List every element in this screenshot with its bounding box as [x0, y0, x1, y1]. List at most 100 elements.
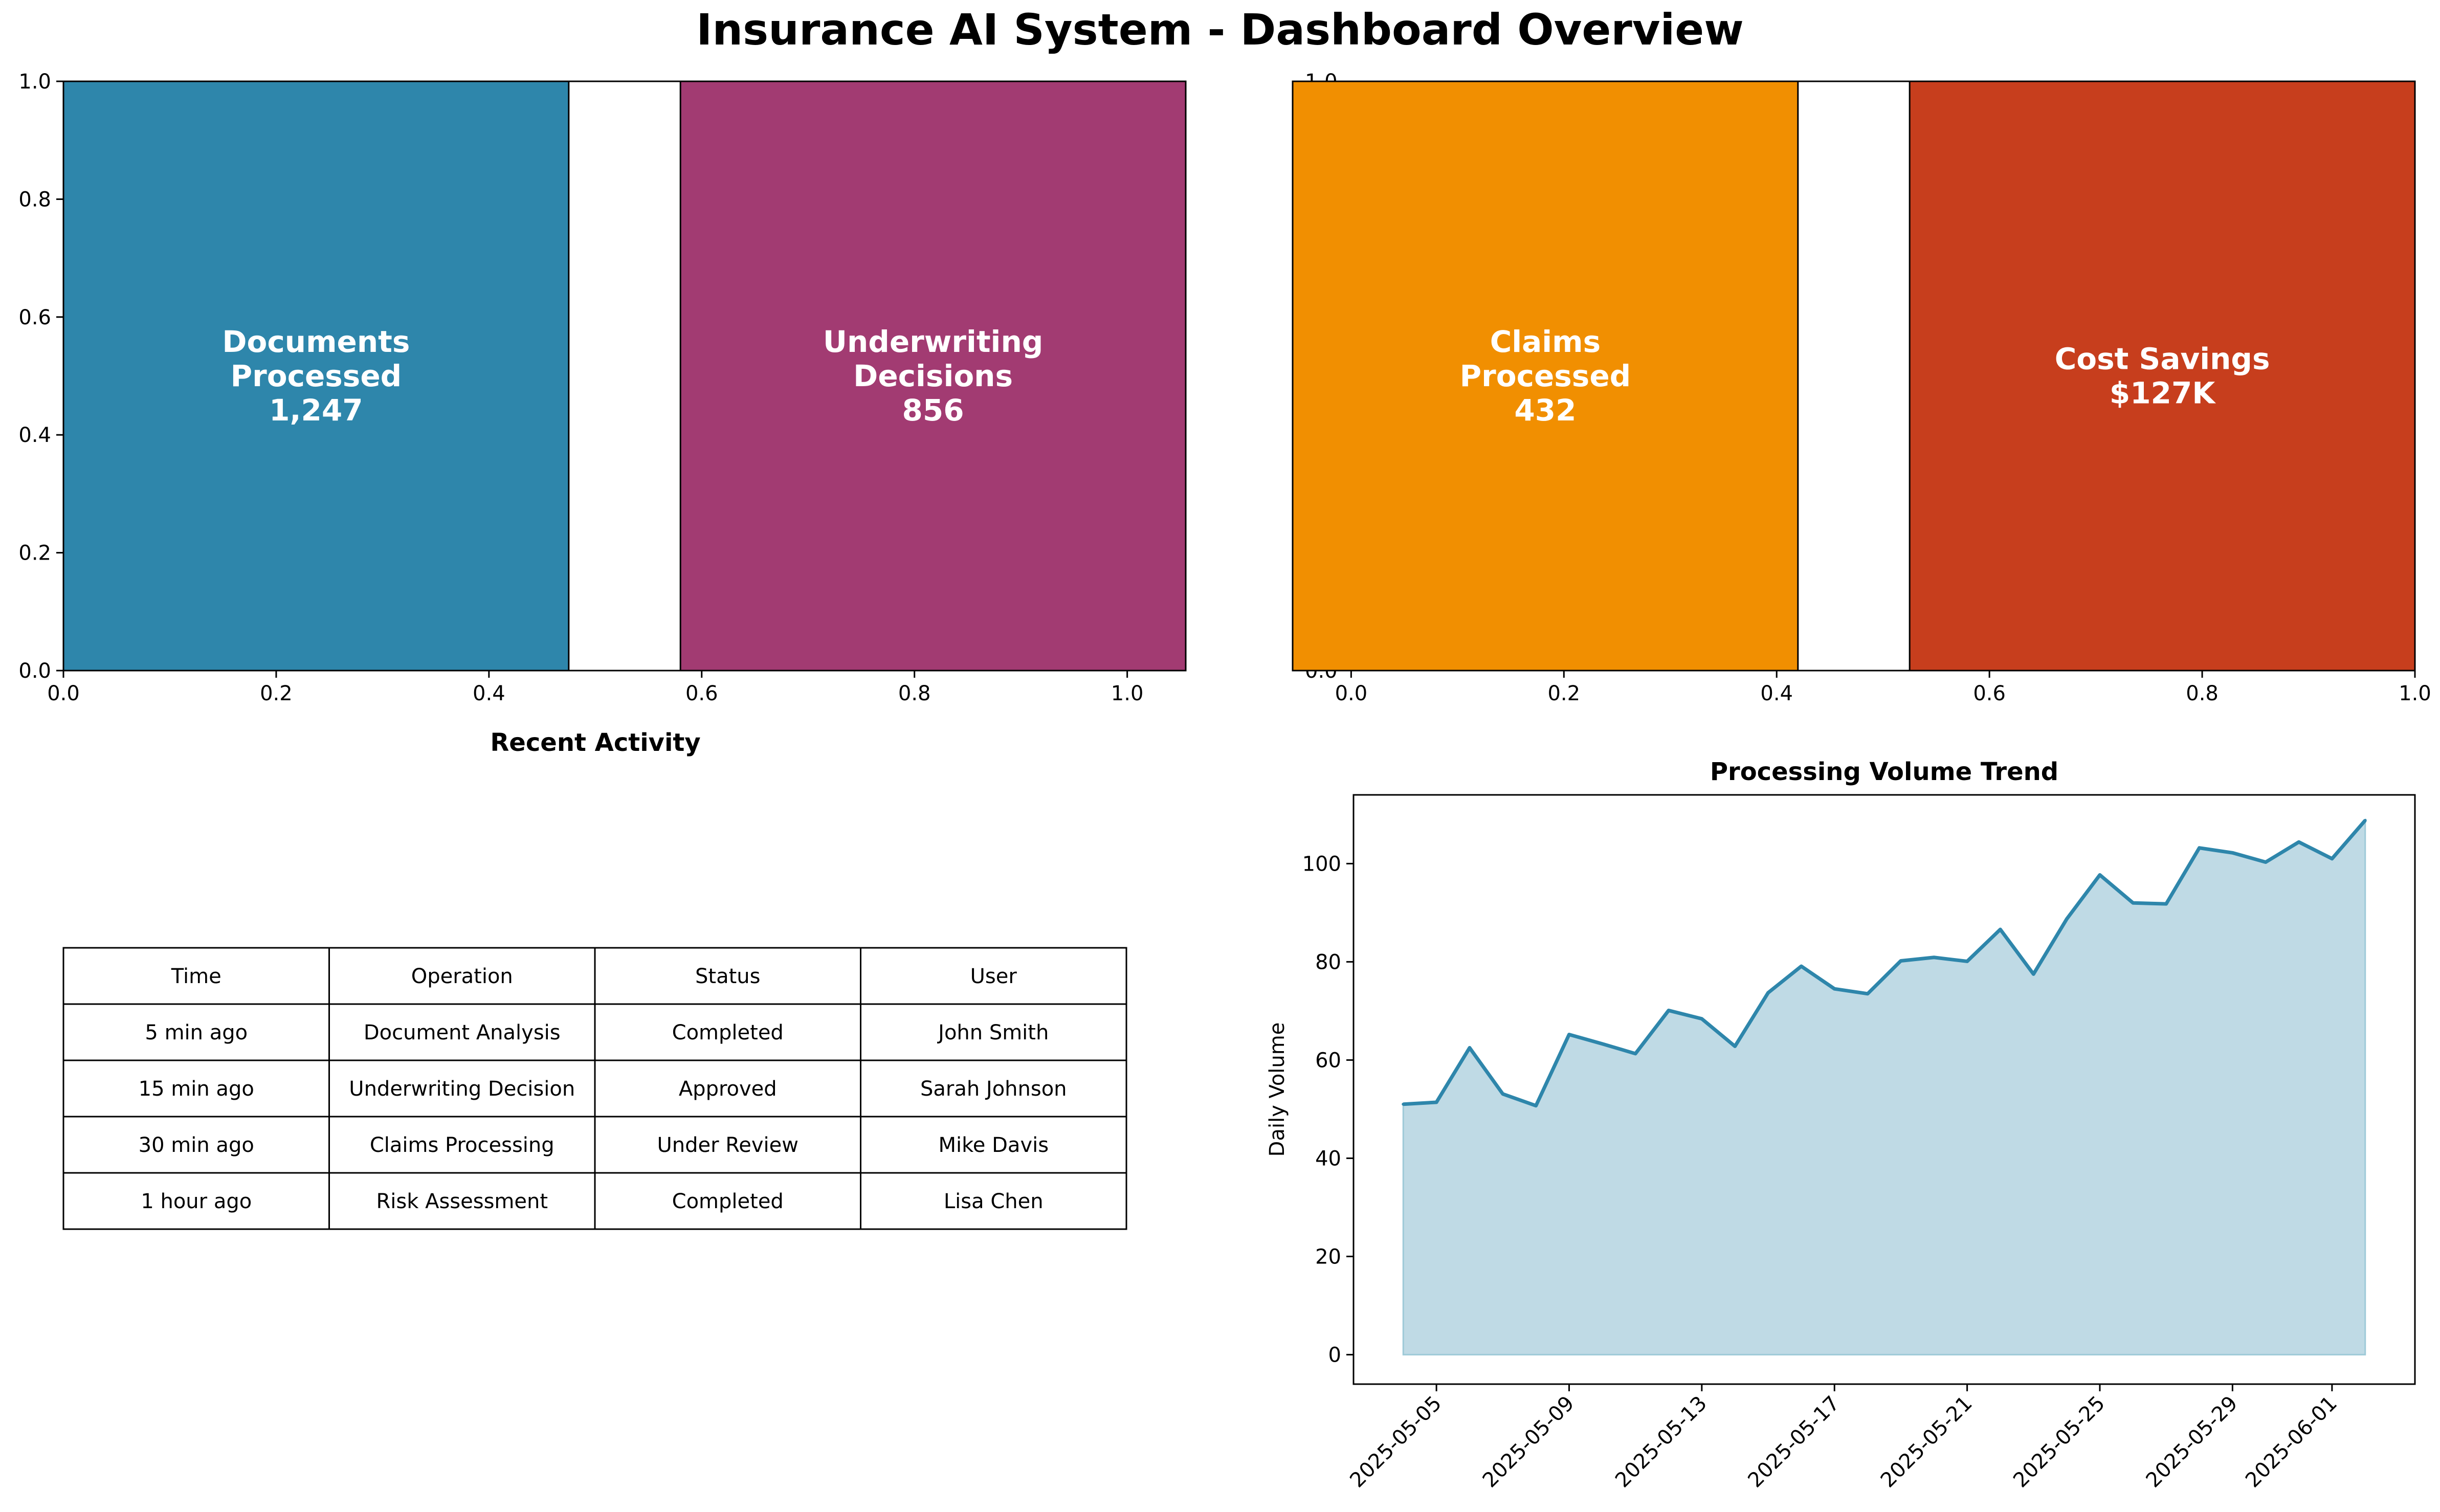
- table-cell: [594, 1059, 861, 1118]
- metrics-left-ytick-label: 0.0: [18, 659, 51, 683]
- table-cell-text: Lisa Chen: [944, 1190, 1044, 1213]
- metrics-left-bar-1: [679, 80, 1187, 672]
- trend-title: Processing Volume Trend: [1710, 758, 2058, 786]
- trend-xtick-label: 2025-05-21: [1876, 1392, 1977, 1493]
- table-cell-text: Completed: [672, 1021, 784, 1044]
- trend-point: [1634, 1052, 1637, 1055]
- table-cell: [328, 1003, 596, 1061]
- table-row: 1 hour ago Risk Assessment Completed Lisa C…: [62, 1172, 1127, 1230]
- metrics-left-bar-1-label: Decisions: [853, 359, 1013, 393]
- trend-point: [1733, 1044, 1737, 1048]
- trend-point: [1402, 1102, 1405, 1106]
- table-cell-text: 30 min ago: [139, 1133, 254, 1157]
- table-cell-text: Sarah Johnson: [920, 1077, 1067, 1101]
- trend-xtick-label: 2025-05-05: [1345, 1392, 1446, 1493]
- trend-xtick-label: 2025-05-09: [1478, 1392, 1579, 1493]
- table-cell: [62, 1172, 330, 1230]
- table-cell-text: 15 min ago: [139, 1077, 254, 1101]
- trend-ytick-label: 20: [1315, 1245, 1341, 1269]
- processing-volume-trend-panel: Processing Volume Trend 0 20 40 60 80 100 Daily…: [1266, 758, 2416, 1493]
- table-cell-text: 5 min ago: [145, 1021, 248, 1044]
- trend-point: [1999, 928, 2002, 931]
- table-row: 15 min ago Underwriting Decision Approved S…: [62, 1059, 1127, 1118]
- table-cell: [594, 1003, 861, 1061]
- metrics-left-xtick-label: 0.8: [898, 682, 931, 705]
- metrics-left-xtick-label: 1.0: [1111, 682, 1144, 705]
- metrics-left-ytick-label: 0.2: [18, 542, 51, 565]
- trend-line: [1403, 819, 2367, 1108]
- metrics-right-xtick-label: 0.8: [2186, 682, 2219, 705]
- trend-point: [1833, 987, 1836, 991]
- trend-point: [1567, 1033, 1571, 1036]
- table-cell: [860, 1059, 1127, 1118]
- metrics-right-frame: [1292, 80, 2416, 672]
- trend-point: [1766, 991, 1770, 994]
- metrics-right-xtick-label: 1.0: [2399, 682, 2431, 705]
- trend-xtick-label: 2025-05-25: [2009, 1392, 2110, 1493]
- trend-ytick-label: 0: [1328, 1343, 1341, 1367]
- trend-xtick-label: 2025-05-29: [2142, 1392, 2243, 1493]
- metrics-left-ytick-label: 1.0: [18, 70, 51, 94]
- table-cell: [328, 1059, 596, 1118]
- metrics-right-bar-1-label: Cost Savings: [2055, 342, 2270, 376]
- metrics-right-bar-0-label: 432: [1514, 393, 1576, 428]
- metrics-left-bar-1-label: 856: [902, 393, 964, 428]
- trend-point: [2297, 840, 2301, 844]
- trend-ytick-label: 80: [1315, 950, 1341, 974]
- table-cell-text: Risk Assessment: [376, 1190, 548, 1213]
- metrics-left-frame: [62, 80, 1187, 672]
- table-cell: [860, 1116, 1127, 1174]
- table-cell: [594, 1172, 861, 1230]
- metrics-left-ytick-label: 0.4: [18, 424, 51, 447]
- table-cell-text: Mike Davis: [938, 1133, 1049, 1157]
- recent-activity-panel: Recent Activity Time Operation Status User 5 …: [62, 728, 1127, 1230]
- table-row: 5 min ago Document Analysis Completed John …: [62, 1003, 1127, 1061]
- trend-area: [1402, 818, 2366, 1355]
- metrics-left-bar-1-label: Underwriting: [823, 324, 1043, 359]
- trend-point: [1932, 955, 1936, 959]
- table-cell: [62, 1116, 330, 1174]
- trend-point: [1700, 1017, 1703, 1020]
- table-cell: [62, 1059, 330, 1118]
- table-cell: [860, 947, 1127, 1005]
- metrics-left-xtick-label: 0.0: [47, 682, 80, 705]
- trend-point: [2164, 902, 2168, 906]
- trend-frame: [1352, 794, 2416, 1385]
- table-header-row: Time Operation Status User: [62, 947, 1127, 1005]
- metrics-left-ytick-label: 0.6: [18, 306, 51, 329]
- table-cell: [860, 1003, 1127, 1061]
- metrics-right-xtick-label: 0.0: [1335, 682, 1368, 705]
- table-title: Recent Activity: [490, 728, 700, 757]
- trend-point: [2264, 860, 2268, 864]
- metrics-right-bar-0: [1292, 80, 1799, 672]
- metrics-right-bar-1-label: $127K: [2110, 376, 2216, 411]
- table-cell: [860, 1172, 1127, 1230]
- table-cell-text: 1 hour ago: [141, 1190, 252, 1213]
- metrics-left-bar-0-label: Processed: [231, 359, 402, 393]
- table-cell-text: Underwriting Decision: [349, 1077, 575, 1101]
- metrics-right-bar-0-label: Processed: [1460, 359, 1631, 393]
- trend-xtick-label: 2025-05-17: [1743, 1392, 1844, 1493]
- table-cell-text: Approved: [679, 1077, 777, 1101]
- trend-ytick-label: 40: [1315, 1147, 1341, 1170]
- trend-point: [1468, 1046, 1471, 1050]
- trend-ytick-label: 100: [1302, 852, 1341, 876]
- trend-point: [1667, 1009, 1671, 1012]
- metrics-left-xtick-label: 0.6: [685, 682, 718, 705]
- trend-point: [2065, 917, 2069, 921]
- metrics-right-xtick-label: 0.2: [1547, 682, 1580, 705]
- metrics-left-bar-0: [62, 80, 570, 672]
- trend-point: [1435, 1100, 1438, 1104]
- table-cell-text: Claims Processing: [370, 1133, 554, 1157]
- trend-point: [2098, 873, 2101, 877]
- metrics-right-bar-0-label: Claims: [1490, 324, 1601, 359]
- metrics-left-bar-0-label: 1,247: [269, 393, 363, 428]
- trend-point: [1501, 1092, 1504, 1096]
- trend-point: [2330, 857, 2334, 860]
- table-cell: [594, 1116, 861, 1174]
- table-row: 30 min ago Claims Processing Under Review M…: [62, 1116, 1127, 1174]
